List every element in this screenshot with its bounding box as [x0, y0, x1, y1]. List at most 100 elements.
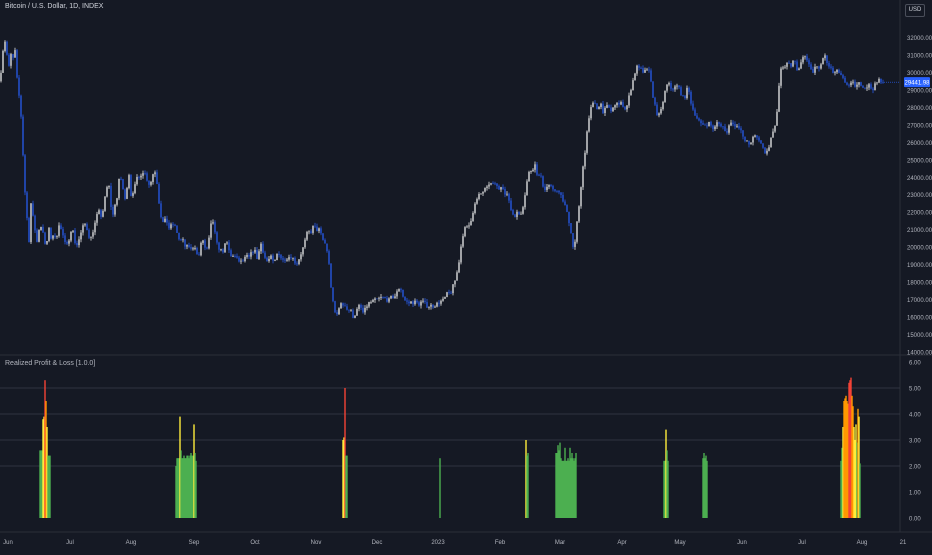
candle-body [650, 70, 652, 82]
candle-body [380, 296, 382, 298]
indicator-bar [41, 450, 43, 518]
candle-body [540, 175, 542, 177]
candle-body [696, 115, 698, 119]
candle-body [648, 69, 650, 71]
candle-body [436, 302, 438, 307]
indicator-bar [666, 450, 668, 518]
candle-body [586, 131, 588, 153]
time-tick-label: Aug [857, 540, 868, 546]
candle-body [26, 192, 28, 219]
candle-body [816, 66, 818, 68]
candle-body [686, 87, 688, 99]
candle-body [184, 239, 186, 247]
candle-body [326, 243, 328, 252]
candle-body [448, 292, 450, 294]
candle-body [482, 191, 484, 194]
candle-body [338, 308, 340, 315]
indicator-bar [192, 455, 194, 518]
candle-body [612, 107, 614, 112]
candle-body [702, 123, 704, 125]
candle-body [766, 150, 768, 154]
indicator-bar [191, 455, 193, 518]
candle-body [506, 193, 508, 195]
candle-body [290, 257, 292, 259]
candle-body [342, 303, 344, 306]
candle-body [582, 166, 584, 188]
candle-body [140, 175, 142, 178]
candle-body [836, 69, 838, 73]
price-tick-label: 26000.00 [907, 141, 932, 147]
indicator-bar [181, 458, 183, 518]
candle-body [658, 113, 660, 116]
candle-body [204, 240, 206, 248]
candle-body [300, 254, 302, 260]
time-tick-label: May [674, 540, 685, 546]
candle-body [672, 88, 674, 90]
candle-body [230, 250, 232, 257]
candle-body [86, 224, 88, 231]
candle-body [772, 131, 774, 138]
indicator-bar [555, 453, 557, 518]
candle-body [210, 223, 212, 238]
candle-body [250, 252, 252, 257]
candle-body [812, 68, 814, 73]
last-price-label: 29441.98 [904, 81, 930, 87]
candle-body [316, 226, 318, 232]
candle-body [602, 103, 604, 113]
candle-body [406, 300, 408, 302]
candle-body [404, 296, 406, 301]
candle-body [244, 256, 246, 262]
indicator-bar [343, 437, 345, 518]
candle-body [822, 58, 824, 65]
candle-body [692, 103, 694, 110]
candle-body [486, 186, 488, 188]
candle-body [362, 307, 364, 313]
indicator-bar [663, 460, 665, 518]
candle-body [58, 225, 60, 236]
candle-body [272, 255, 274, 261]
candle-body [118, 178, 120, 199]
candle-body [182, 239, 184, 241]
candle-body [618, 103, 620, 105]
candle-body [516, 211, 518, 217]
indicator-title: Realized Profit & Loss [1.0.0] [5, 360, 96, 367]
candle-body [668, 82, 670, 85]
candle-body [48, 227, 50, 241]
candle-body [720, 123, 722, 127]
candle-body [464, 227, 466, 237]
candle-body [674, 86, 676, 90]
candle-body [0, 72, 2, 82]
candle-body [454, 280, 456, 285]
candle-body [858, 82, 860, 85]
candle-body [384, 297, 386, 299]
candle-body [188, 245, 190, 247]
candle-body [36, 230, 38, 242]
candle-body [838, 69, 840, 73]
candle-body [728, 125, 730, 133]
indicator-bar [176, 458, 178, 518]
candle-body [536, 164, 538, 175]
candle-body [372, 299, 374, 303]
currency-button[interactable]: USD [905, 4, 925, 17]
candle-body [444, 296, 446, 299]
candle-body [564, 201, 566, 206]
candle-body [798, 68, 800, 70]
candle-body [588, 118, 590, 132]
candle-body [828, 63, 830, 67]
indicator-bar [439, 458, 441, 518]
candle-body [882, 82, 884, 84]
candle-body [10, 54, 12, 66]
candle-body [870, 84, 872, 89]
candle-body [722, 126, 724, 128]
candle-body [168, 222, 170, 229]
time-tick-label: Sep [189, 540, 200, 546]
candle-body [50, 227, 52, 239]
candle-body [732, 122, 734, 125]
candle-body [332, 287, 334, 302]
indicator-bar [179, 416, 181, 518]
price-tick-label: 22000.00 [907, 211, 932, 217]
indicator-bar [175, 466, 177, 518]
candle-body [752, 136, 754, 143]
